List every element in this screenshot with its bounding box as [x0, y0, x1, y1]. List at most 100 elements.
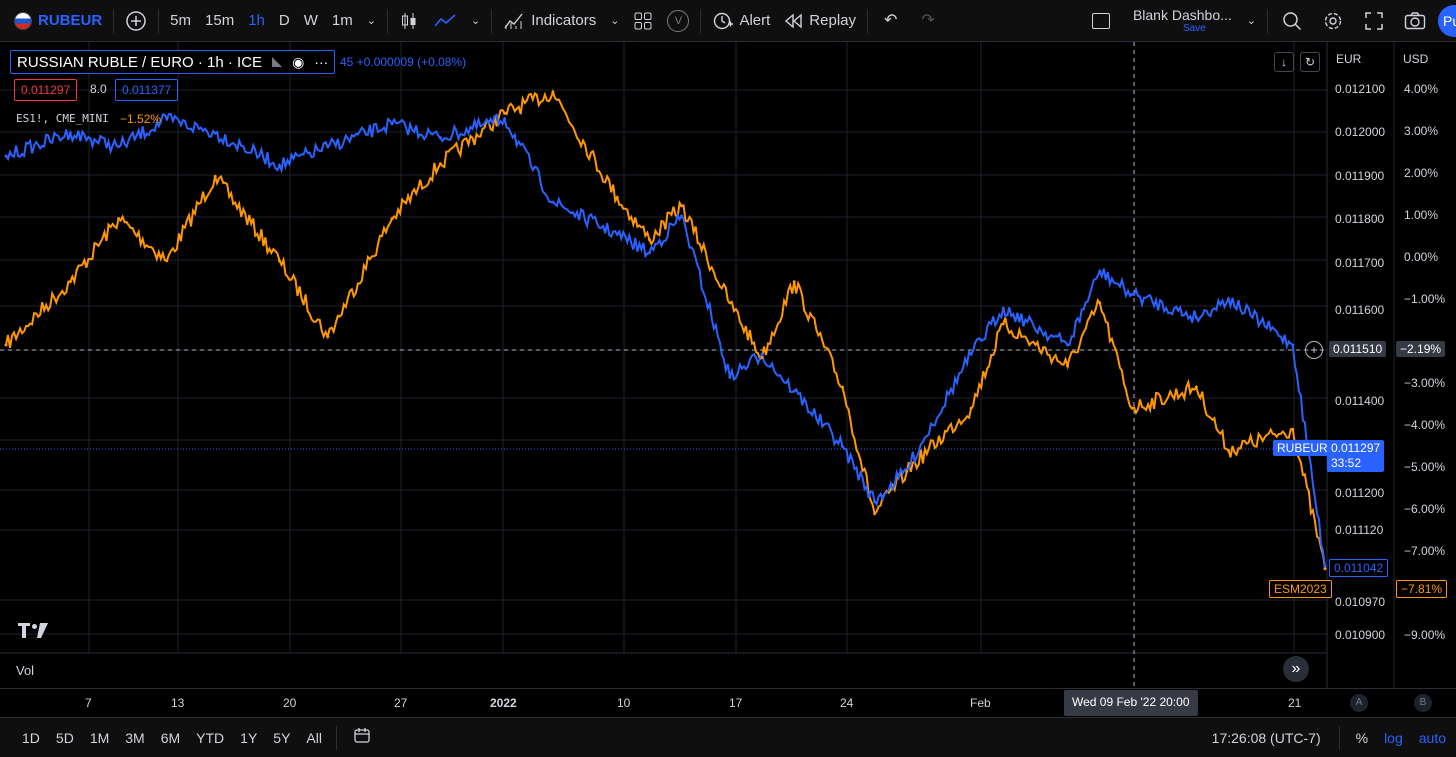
- reset-scale-button[interactable]: ↻: [1300, 52, 1320, 72]
- rubeur-point: [969, 352, 973, 356]
- rubeur-last-price: 0.011297: [1331, 441, 1381, 455]
- range-all[interactable]: All: [306, 729, 322, 746]
- price-tick: 0.012000: [1335, 125, 1386, 139]
- goto-date-button[interactable]: [341, 727, 379, 748]
- price-tick: 0.010970: [1335, 595, 1386, 609]
- range-5d[interactable]: 5D: [55, 729, 74, 746]
- interval-1h[interactable]: 1h: [248, 12, 265, 29]
- divider: [1267, 8, 1268, 33]
- symbol-search-button[interactable]: RUBEUR: [0, 0, 109, 42]
- range-1y[interactable]: 1Y: [240, 729, 258, 746]
- log-scale-toggle[interactable]: log: [1384, 729, 1403, 746]
- divider: [386, 8, 388, 33]
- range-ytd[interactable]: YTD: [196, 729, 225, 746]
- legend-title: RUSSIAN RUBLE / EURO · 1h · ICE: [17, 53, 263, 71]
- pct-tick: −4.00%: [1404, 418, 1446, 432]
- fullscreen-icon: [1365, 11, 1383, 30]
- undo-button[interactable]: ↶: [872, 0, 909, 42]
- ask-box[interactable]: 0.011377: [115, 79, 179, 101]
- gear-icon: [1324, 12, 1342, 29]
- search-icon: [1283, 11, 1302, 30]
- es-pct-label: −7.81%: [1396, 580, 1448, 598]
- currency-eur-dropdown[interactable]: EUR: [1336, 52, 1362, 66]
- compare-button[interactable]: [118, 0, 154, 42]
- layout-save-label: Save: [1182, 22, 1206, 34]
- layout-name-button[interactable]: Blank Dashbo... Save: [1117, 0, 1240, 42]
- candles-icon: [401, 12, 416, 29]
- es-point: [873, 512, 877, 516]
- timezone-clock[interactable]: 17:26:08 (UTC-7): [1211, 729, 1321, 746]
- hide-legend-icon[interactable]: [272, 57, 283, 67]
- crosshair-pct-label: −2.19%: [1396, 341, 1446, 357]
- time-tick: 13: [171, 696, 185, 710]
- range-5y[interactable]: 5Y: [273, 729, 291, 746]
- marker-a-button[interactable]: A: [1350, 694, 1368, 712]
- line-style-button[interactable]: [426, 0, 464, 42]
- time-tick: 17: [729, 696, 743, 710]
- es-series-line: [5, 89, 1326, 569]
- currency-usd-dropdown[interactable]: USD: [1403, 52, 1429, 66]
- symbol-legend[interactable]: RUSSIAN RUBLE / EURO · 1h · ICE ◉ ···: [10, 50, 336, 74]
- range-6m[interactable]: 6M: [160, 729, 181, 746]
- chart-type-dropdown[interactable]: ⌄: [464, 0, 487, 42]
- more-icon[interactable]: ···: [314, 54, 329, 70]
- range-1m[interactable]: 1M: [89, 729, 110, 746]
- volume-pane-label[interactable]: Vol: [16, 663, 35, 678]
- bottom-toolbar: 1D 5D 1M 3M 6M YTD 1Y 5Y All 17:26:08 (U…: [0, 717, 1456, 757]
- publish-button[interactable]: Pu: [1438, 5, 1456, 37]
- price-tick: 0.011200: [1335, 486, 1385, 500]
- snapshot-button[interactable]: [1394, 0, 1456, 42]
- indicators-label: Indicators: [531, 12, 597, 29]
- bid-box[interactable]: 0.011297: [14, 79, 78, 101]
- interval-d[interactable]: D: [278, 12, 290, 29]
- replay-button[interactable]: Replay: [777, 0, 863, 42]
- alert-button[interactable]: Alert: [705, 0, 777, 42]
- camera-icon: [1404, 11, 1426, 29]
- settings-button[interactable]: [1312, 0, 1354, 42]
- interval-15m[interactable]: 15m: [205, 12, 235, 29]
- legend-change: 45 +0.000009 (+0.08%): [340, 55, 467, 69]
- chart-type-candles-button[interactable]: [392, 0, 426, 42]
- layout-name: Blank Dashbo...: [1132, 6, 1232, 23]
- price-tick: 0.011400: [1335, 394, 1385, 408]
- crosshair-add-button[interactable]: +: [1305, 341, 1323, 359]
- rubeur-point: [213, 131, 217, 135]
- divider: [700, 8, 702, 33]
- layouts-icon: [634, 12, 652, 29]
- scroll-down-button[interactable]: ↓: [1274, 52, 1294, 72]
- price-tick: 0.012100: [1335, 82, 1386, 96]
- range-1d[interactable]: 1D: [22, 729, 40, 746]
- compare-symbol-label[interactable]: ES1!, CME_MINI: [16, 112, 109, 125]
- v-badge-button[interactable]: V: [660, 0, 696, 42]
- es-point: [1323, 567, 1327, 571]
- layout-toggle[interactable]: [1085, 0, 1117, 42]
- layouts-button[interactable]: [626, 0, 660, 42]
- indicators-dropdown[interactable]: ⌄: [603, 0, 626, 42]
- es-point: [1130, 406, 1134, 410]
- fullscreen-button[interactable]: [1354, 0, 1394, 42]
- range-3m[interactable]: 3M: [125, 729, 145, 746]
- search-button[interactable]: [1272, 0, 1312, 42]
- interval-dropdown-button[interactable]: ⌄: [360, 0, 383, 42]
- percent-scale-toggle[interactable]: %: [1355, 729, 1369, 746]
- time-tick: 2022: [490, 696, 517, 710]
- es-point: [4, 343, 8, 347]
- redo-button[interactable]: ↷: [909, 0, 946, 42]
- price-tick: 0.011900: [1335, 169, 1385, 183]
- time-axis[interactable]: 7 13 20 27 2022 10 17 24 Feb 21 Wed 09 F…: [0, 688, 1456, 717]
- scroll-to-realtime-button[interactable]: »: [1283, 656, 1309, 682]
- layout-dropdown[interactable]: ⌄: [1240, 0, 1263, 42]
- pct-tick: 2.00%: [1404, 166, 1439, 180]
- alert-label: Alert: [739, 12, 771, 29]
- interval-1m[interactable]: 1m: [331, 12, 353, 29]
- interval-5m[interactable]: 5m: [170, 12, 192, 29]
- top-toolbar: RUBEUR 5m 15m 1h D W 1m ⌄ ⌄ Indicators ⌄…: [0, 0, 1456, 42]
- auto-scale-toggle[interactable]: auto: [1418, 729, 1446, 746]
- chart-canvas[interactable]: [0, 42, 1456, 688]
- interval-w[interactable]: W: [303, 12, 318, 29]
- crosshair-time-label: Wed 09 Feb '22 20:00: [1064, 690, 1198, 716]
- rubeur-point: [792, 389, 796, 393]
- indicators-button[interactable]: Indicators: [496, 0, 603, 42]
- marker-b-button[interactable]: B: [1414, 694, 1432, 712]
- eye-icon[interactable]: ◉: [292, 53, 305, 70]
